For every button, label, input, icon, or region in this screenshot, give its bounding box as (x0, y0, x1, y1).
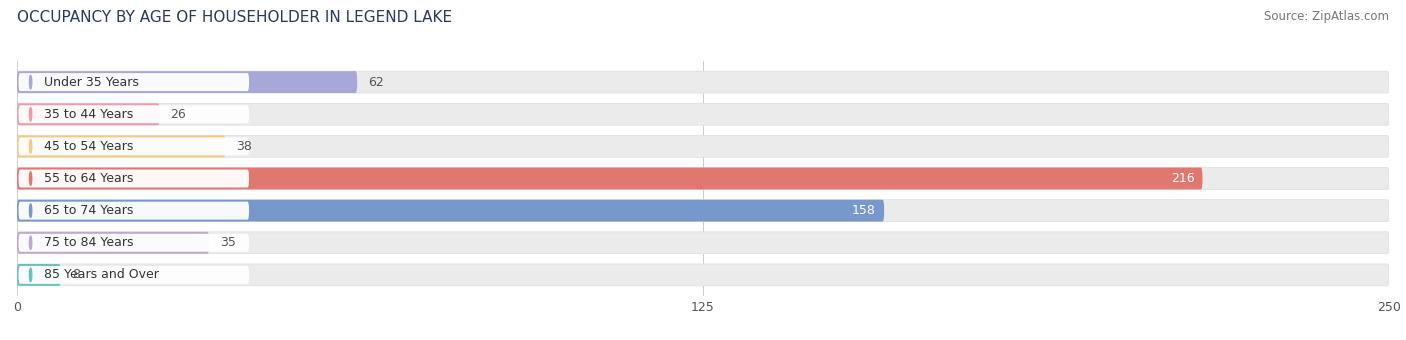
FancyBboxPatch shape (18, 202, 249, 220)
FancyBboxPatch shape (17, 264, 1389, 286)
Text: 26: 26 (170, 108, 187, 121)
Text: 158: 158 (852, 204, 876, 217)
Text: OCCUPANCY BY AGE OF HOUSEHOLDER IN LEGEND LAKE: OCCUPANCY BY AGE OF HOUSEHOLDER IN LEGEN… (17, 10, 451, 25)
FancyBboxPatch shape (17, 200, 884, 222)
FancyBboxPatch shape (17, 135, 225, 157)
FancyBboxPatch shape (17, 200, 1389, 222)
Circle shape (30, 172, 32, 185)
Text: Under 35 Years: Under 35 Years (45, 75, 139, 89)
FancyBboxPatch shape (18, 234, 249, 252)
FancyBboxPatch shape (17, 264, 60, 286)
Circle shape (30, 204, 32, 217)
FancyBboxPatch shape (18, 137, 249, 155)
FancyBboxPatch shape (17, 103, 1389, 125)
Text: 35 to 44 Years: 35 to 44 Years (45, 108, 134, 121)
Text: 216: 216 (1171, 172, 1194, 185)
FancyBboxPatch shape (18, 266, 249, 284)
FancyBboxPatch shape (18, 73, 249, 91)
Text: 45 to 54 Years: 45 to 54 Years (45, 140, 134, 153)
Circle shape (30, 236, 32, 250)
Text: 38: 38 (236, 140, 252, 153)
Text: 85 Years and Over: 85 Years and Over (45, 268, 159, 282)
FancyBboxPatch shape (17, 232, 1389, 254)
Circle shape (30, 75, 32, 89)
Circle shape (30, 107, 32, 121)
Circle shape (30, 268, 32, 282)
Text: 75 to 84 Years: 75 to 84 Years (45, 236, 134, 249)
FancyBboxPatch shape (17, 135, 1389, 157)
FancyBboxPatch shape (17, 168, 1389, 189)
Text: 62: 62 (368, 75, 384, 89)
FancyBboxPatch shape (17, 168, 1202, 189)
Circle shape (30, 140, 32, 153)
FancyBboxPatch shape (18, 170, 249, 187)
FancyBboxPatch shape (17, 232, 209, 254)
Text: 35: 35 (219, 236, 236, 249)
Text: 55 to 64 Years: 55 to 64 Years (45, 172, 134, 185)
Text: Source: ZipAtlas.com: Source: ZipAtlas.com (1264, 10, 1389, 23)
FancyBboxPatch shape (17, 71, 357, 93)
Text: 8: 8 (72, 268, 80, 282)
Text: 65 to 74 Years: 65 to 74 Years (45, 204, 134, 217)
FancyBboxPatch shape (17, 103, 160, 125)
FancyBboxPatch shape (17, 71, 1389, 93)
FancyBboxPatch shape (18, 105, 249, 123)
